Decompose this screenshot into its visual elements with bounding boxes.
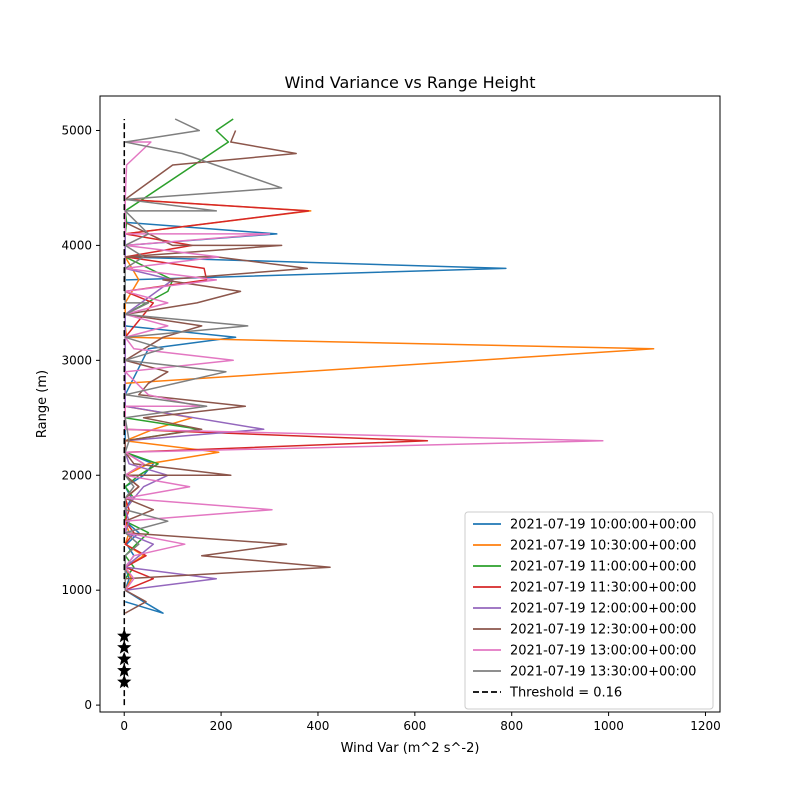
legend-label-6: 2021-07-19 13:00:00+00:00 [510,644,696,659]
legend: 2021-07-19 10:00:00+00:00 2021-07-19 10:3… [464,511,714,710]
y-tick-label-1: 1000 [61,583,92,597]
x-axis-label: Wind Var (m^2 s^-2) [341,741,480,756]
y-axis: 0 1000 2000 3000 4000 5000 [61,123,100,712]
y-tick-label-3: 3000 [61,353,92,367]
series-line-5 [124,130,331,614]
plot-frame [99,95,721,713]
x-tick-label-6: 1200 [690,719,721,733]
x-tick-label-2: 400 [307,719,330,733]
x-tick-label-1: 200 [210,719,233,733]
legend-label-3: 2021-07-19 11:30:00+00:00 [510,581,696,596]
star-marker-0 [117,674,132,689]
star-marker-1 [117,663,132,677]
y-tick-label-0: 0 [84,698,92,712]
legend-label-1: 2021-07-19 10:30:00+00:00 [510,539,696,554]
marker-layer [117,628,132,689]
legend-label-5: 2021-07-19 12:30:00+00:00 [510,623,696,638]
legend-box [464,511,714,710]
x-tick-label-5: 1000 [593,719,624,733]
star-marker-4 [117,628,132,643]
series-layer [124,118,655,614]
x-tick-label-4: 800 [500,719,523,733]
star-marker-3 [117,640,132,654]
legend-label-2: 2021-07-19 11:00:00+00:00 [510,560,696,575]
series-line-6 [124,141,604,591]
star-marker-2 [117,651,132,666]
plot-area [99,95,721,713]
y-tick-label-5: 5000 [61,123,92,137]
y-tick-label-2: 2000 [61,468,92,482]
chart-title: Wind Variance vs Range Height [284,73,535,92]
x-axis: 0 200 400 600 800 1000 1200 [120,712,721,733]
legend-label-0: 2021-07-19 10:00:00+00:00 [510,518,696,533]
x-tick-label-0: 0 [120,719,128,733]
y-tick-label-4: 4000 [61,238,92,252]
y-axis-label: Range (m) [35,370,50,438]
legend-label-7: 2021-07-19 13:30:00+00:00 [510,665,696,680]
series-line-3 [124,198,429,591]
x-tick-label-3: 600 [403,719,426,733]
legend-label-4: 2021-07-19 12:00:00+00:00 [510,602,696,617]
series-line-7 [124,118,283,591]
legend-label-8: Threshold = 0.16 [509,686,622,701]
